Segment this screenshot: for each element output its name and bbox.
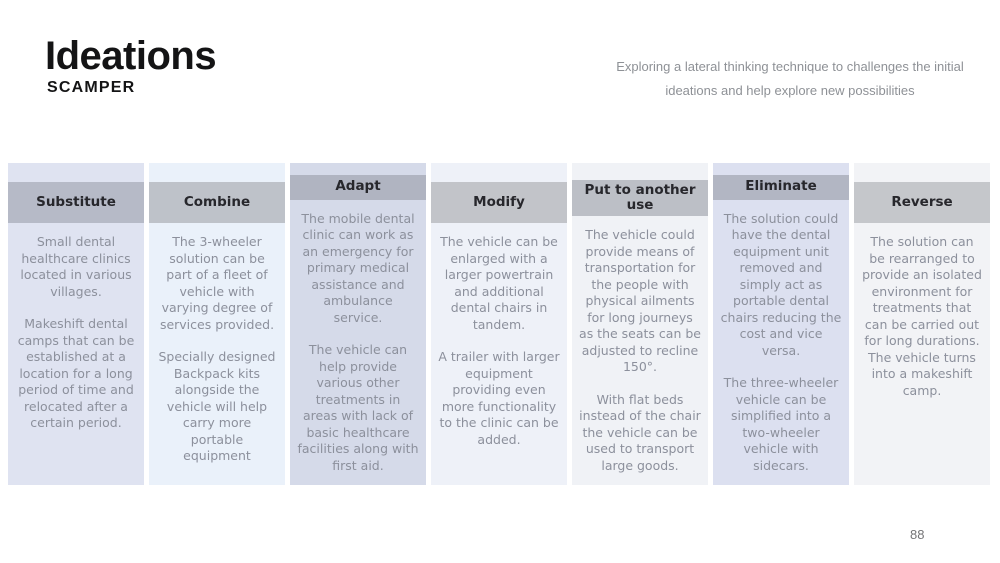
column-body: The mobile dental clinic can work as an … [290, 199, 426, 485]
column-paragraph: The solution can be rearranged to provid… [862, 234, 982, 398]
column-paragraph: Specially designed Backpack kits alongsi… [158, 349, 276, 463]
column-top-strip [8, 163, 144, 182]
column-header: Substitute [8, 182, 144, 223]
scamper-column-combine: Combine The 3-wheeler solution can be pa… [149, 163, 285, 485]
scamper-column-modify: Modify The vehicle can be enlarged with … [431, 163, 567, 485]
column-header: Eliminate [713, 174, 849, 200]
column-paragraph: The three-wheeler vehicle can be simplif… [723, 375, 839, 473]
column-paragraph: With flat beds instead of the chair the … [579, 391, 701, 473]
column-title: Put to another use [584, 181, 696, 213]
column-paragraph: The 3-wheeler solution can be part of a … [159, 234, 275, 332]
column-body: The 3-wheeler solution can be part of a … [149, 223, 285, 485]
column-paragraph: The vehicle can be enlarged with a large… [440, 234, 558, 332]
scamper-column-put-to-another-use: Put to another use The vehicle could pro… [572, 163, 708, 485]
column-header: Adapt [290, 174, 426, 200]
page-number: 88 [910, 527, 925, 542]
column-paragraph: Makeshift dental camps that can be estab… [17, 316, 135, 430]
column-top-strip [572, 163, 708, 180]
column-header: Combine [149, 182, 285, 223]
column-paragraph: Small dental healthcare clinics located … [20, 234, 132, 299]
column-header: Modify [431, 182, 567, 223]
column-paragraph: The mobile dental clinic can work as an … [301, 210, 415, 325]
column-paragraph: The vehicle can help provide various oth… [297, 342, 419, 473]
scamper-column-adapt: Adapt The mobile dental clinic can work … [290, 163, 426, 485]
scamper-columns: Substitute Small dental healthcare clini… [8, 163, 990, 485]
column-header: Put to another use [572, 179, 708, 216]
column-title: Reverse [891, 193, 953, 210]
column-body: Small dental healthcare clinics located … [8, 223, 144, 485]
page-title: Ideations [45, 34, 217, 78]
column-header: Reverse [854, 182, 990, 223]
column-top-strip [713, 163, 849, 175]
column-top-strip [149, 163, 285, 182]
column-paragraph: The solution could have the dental equip… [720, 210, 842, 358]
column-top-strip [431, 163, 567, 182]
scamper-column-eliminate: Eliminate The solution could have the de… [713, 163, 849, 485]
column-title: Adapt [335, 178, 381, 195]
page-subtitle: SCAMPER [47, 79, 136, 96]
column-body: The solution could have the dental equip… [713, 199, 849, 485]
column-title: Substitute [36, 193, 116, 210]
slide-description: Exploring a lateral thinking technique t… [616, 59, 964, 99]
scamper-column-substitute: Substitute Small dental healthcare clini… [8, 163, 144, 485]
column-paragraph: The vehicle could provide means of trans… [579, 227, 701, 374]
column-body: The vehicle can be enlarged with a large… [431, 223, 567, 485]
column-title: Eliminate [745, 178, 817, 195]
column-top-strip [290, 163, 426, 175]
column-body: The vehicle could provide means of trans… [572, 216, 708, 485]
column-paragraph: A trailer with larger equipment providin… [438, 349, 560, 447]
column-body: The solution can be rearranged to provid… [854, 223, 990, 485]
column-title: Modify [473, 193, 525, 210]
scamper-column-reverse: Reverse The solution can be rearranged t… [854, 163, 990, 485]
column-top-strip [854, 163, 990, 182]
column-title: Combine [183, 193, 251, 210]
